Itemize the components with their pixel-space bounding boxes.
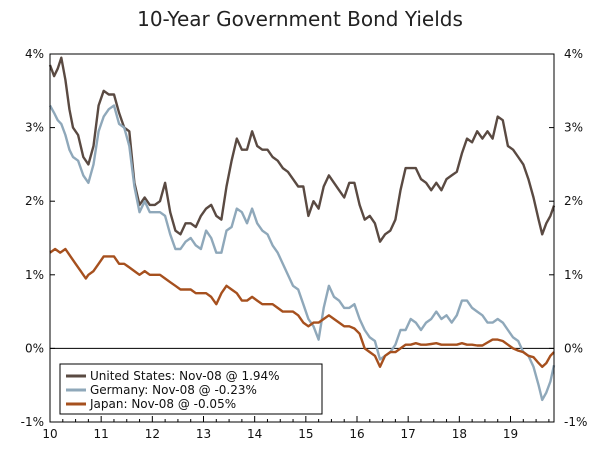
y-tick-label-left: 2% xyxy=(25,194,44,208)
x-tick-label: 16 xyxy=(349,427,364,441)
series-line-2 xyxy=(49,247,555,368)
x-tick-label: 15 xyxy=(298,427,313,441)
chart-title: 10-Year Government Bond Yields xyxy=(137,7,463,31)
series-line-1 xyxy=(48,104,556,402)
plot-frame xyxy=(49,53,555,423)
y-tick-label-right: 3% xyxy=(564,121,583,135)
x-tick-label: 13 xyxy=(196,427,211,441)
x-tick-label: 19 xyxy=(503,427,518,441)
legend-box xyxy=(59,363,323,415)
y-tick-label-left: 4% xyxy=(25,47,44,61)
y-tick-label-left: 3% xyxy=(25,121,44,135)
legend-label-0: United States: Nov-08 @ 1.94% xyxy=(90,369,280,383)
x-tick-label: 10 xyxy=(42,427,57,441)
axes: -1% -1% 0% 0% 1% 1% 2% 2% 3% 3% 4% 4% 10 11 12 13 14 15 16… xyxy=(21,47,588,441)
y-tick-label-left: 0% xyxy=(25,341,44,355)
x-tick-label: 17 xyxy=(401,427,416,441)
y-tick-label-right: 1% xyxy=(564,268,583,282)
y-tick-label-right: 2% xyxy=(564,194,583,208)
y-tick-label-right: 4% xyxy=(564,47,583,61)
x-tick-label: 18 xyxy=(452,427,467,441)
x-tick-label: 14 xyxy=(247,427,262,441)
y-tick-label-right: 0% xyxy=(564,341,583,355)
x-tick-label: 12 xyxy=(145,427,160,441)
series-line-0 xyxy=(48,56,556,243)
series-layer xyxy=(48,56,556,402)
y-tick-label-right: -1% xyxy=(564,415,587,429)
y-tick-label-left: 1% xyxy=(25,268,44,282)
legend-label-2: Japan: Nov-08 @ -0.05% xyxy=(89,397,236,411)
legend: United States: Nov-08 @ 1.94%Germany: No… xyxy=(59,363,323,415)
legend-label-1: Germany: Nov-08 @ -0.23% xyxy=(90,383,257,397)
x-tick-label: 11 xyxy=(94,427,109,441)
y-tick-label-left: -1% xyxy=(21,415,44,429)
